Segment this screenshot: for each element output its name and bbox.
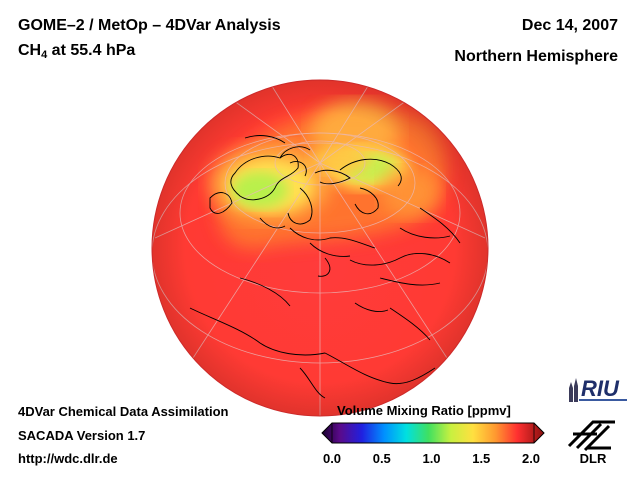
footer-url-link[interactable]: http://wdc.dlr.de (18, 451, 118, 466)
colorbar (321, 422, 545, 444)
region-label: Northern Hemisphere (454, 48, 618, 65)
colorbar-gradient (321, 422, 545, 444)
northern-hemisphere-globe (151, 79, 489, 417)
footer-assimilation-label: 4DVar Chemical Data Assimilation (18, 404, 229, 419)
pressure-level: at 55.4 hPa (47, 42, 136, 59)
date-label: Dec 14, 2007 (521, 17, 618, 34)
colorbar-tick-label: 0.0 (322, 451, 342, 466)
colorbar-tick-label: 1.5 (472, 451, 491, 466)
dlr-emblem-icon (567, 420, 615, 452)
map-title: GOME–2 / MetOp – 4DVar Analysis (18, 17, 281, 34)
svg-text:DLR: DLR (580, 451, 607, 466)
colorbar-title: Volume Mixing Ratio [ppmv] (337, 403, 511, 418)
svg-text:RIU: RIU (581, 376, 620, 401)
riu-logo: RIU (569, 376, 627, 402)
footer-version-label: SACADA Version 1.7 (18, 428, 146, 443)
colorbar-tick-label: 2.0 (521, 451, 541, 466)
species-subscript: 4 (41, 49, 48, 61)
species-level-label: CH4 at 55.4 hPa (18, 42, 135, 61)
colorbar-tick-label: 0.5 (372, 451, 391, 466)
species-name: CH (18, 42, 42, 59)
cathedral-icon (569, 378, 578, 402)
colorbar-tick-label: 1.0 (422, 451, 441, 466)
dlr-logo: DLR (567, 420, 615, 466)
